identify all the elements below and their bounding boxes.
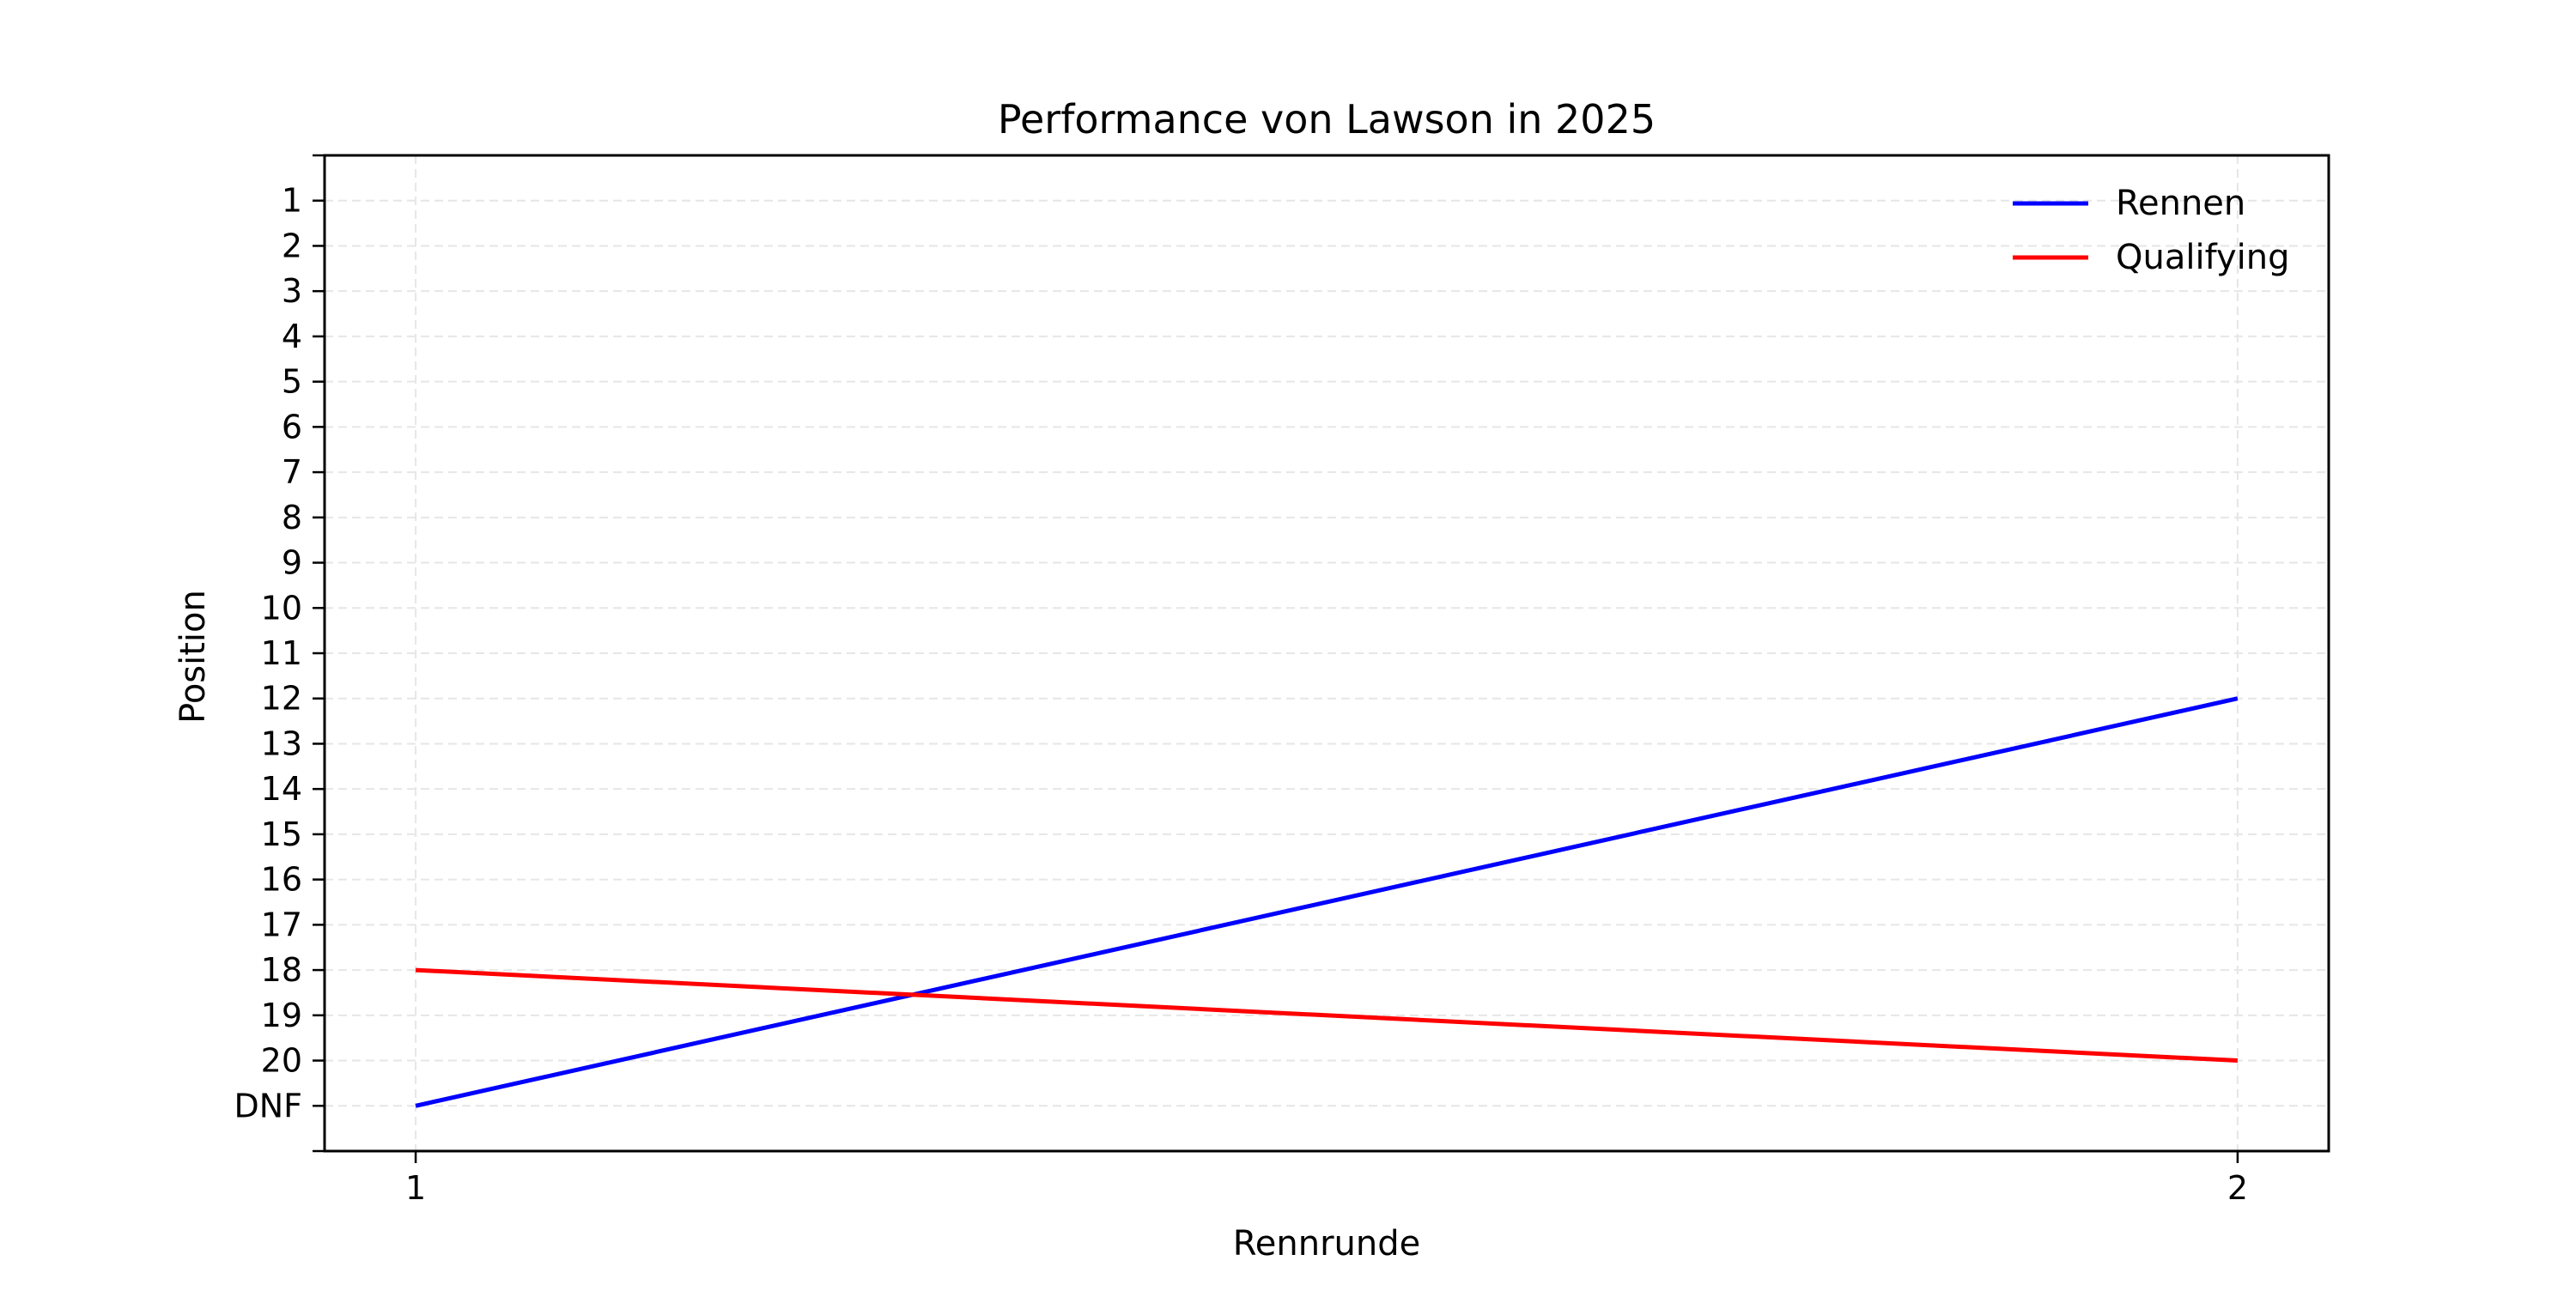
y-tick-label: 5 — [282, 363, 302, 401]
y-tick-label: 19 — [261, 997, 302, 1034]
x-axis-label: Rennrunde — [1233, 1224, 1420, 1264]
legend-label: Qualifying — [2116, 238, 2289, 277]
x-tick-label: 1 — [405, 1169, 426, 1207]
legend-label: Rennen — [2116, 184, 2245, 223]
y-tick-label: 7 — [282, 453, 302, 491]
y-tick-label: 12 — [261, 680, 302, 718]
y-tick-label: 3 — [282, 272, 302, 310]
y-axis-label: Position — [173, 590, 213, 724]
y-tick-label: 8 — [282, 499, 302, 536]
x-tick-label: 2 — [2227, 1169, 2248, 1207]
series-line-qualifying — [415, 967, 2239, 1064]
y-tick-label: 6 — [282, 408, 302, 445]
y-tick-label: 18 — [261, 951, 302, 989]
y-tick-label: 9 — [282, 544, 302, 582]
y-tick-label: 11 — [261, 634, 302, 672]
y-tick-label: 2 — [282, 227, 302, 264]
y-tick-label: 4 — [282, 318, 302, 355]
y-tick-label: 20 — [261, 1042, 302, 1080]
legend: Rennen Qualifying — [2013, 184, 2289, 277]
y-tick-label: 13 — [261, 724, 302, 762]
y-tick-label: DNF — [234, 1087, 302, 1124]
series-layer — [415, 696, 2239, 1108]
chart-title: Performance von Lawson in 2025 — [998, 96, 1656, 142]
y-tick-label: 1 — [282, 182, 302, 220]
y-tick-label: 17 — [261, 906, 302, 943]
y-tick-label: 14 — [261, 770, 302, 808]
grid-layer — [325, 155, 2329, 1151]
series-line-rennen — [415, 696, 2239, 1108]
y-tick-label: 16 — [261, 861, 302, 899]
y-tick-label: 15 — [261, 815, 302, 853]
y-tick-label: 10 — [261, 589, 302, 627]
